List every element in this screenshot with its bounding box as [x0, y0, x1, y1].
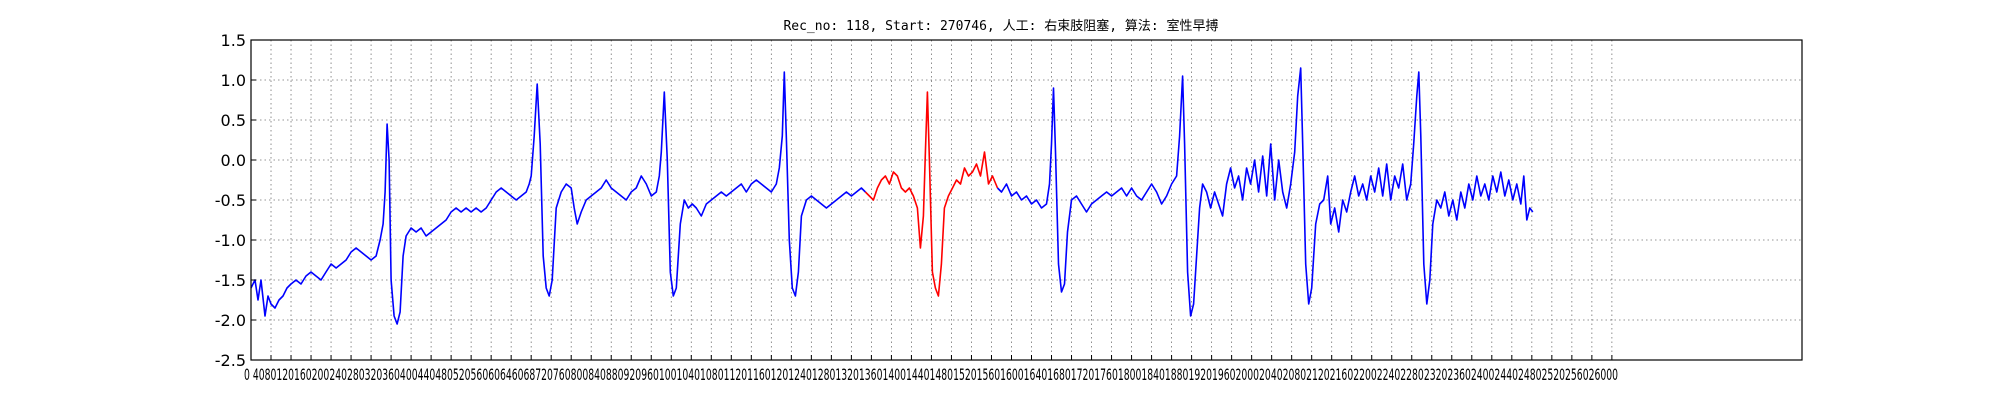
y-tick-label: -1.0: [215, 231, 246, 250]
y-tick-label: 0.5: [221, 111, 246, 130]
y-tick-label: -2.0: [215, 311, 246, 330]
ecg-highlight-segment: [864, 91, 999, 297]
y-tick-label: -1.5: [215, 271, 246, 290]
chart-title: Rec_no: 118, Start: 270746, 人工: 右束肢阻塞, 算…: [783, 18, 1218, 34]
y-axis-ticks: 1.5 1.0 0.5 0.0 -0.5 -1.0 -1.5 -2.0 -2.5: [215, 31, 256, 370]
ecg-signal-segment: [996, 67, 1534, 317]
x-axis-tick-labels: 0 40801201602002402803203604004404805205…: [244, 365, 1618, 384]
y-tick-label: 1.0: [221, 71, 246, 90]
ecg-signal-segment: [250, 71, 866, 325]
grid-lines: [250, 39, 1802, 361]
y-tick-label: 1.5: [221, 31, 246, 50]
y-tick-label: -2.5: [215, 351, 246, 370]
y-tick-label: 0.0: [221, 151, 246, 170]
y-tick-label: -0.5: [215, 191, 246, 210]
series-lines: [250, 67, 1534, 325]
